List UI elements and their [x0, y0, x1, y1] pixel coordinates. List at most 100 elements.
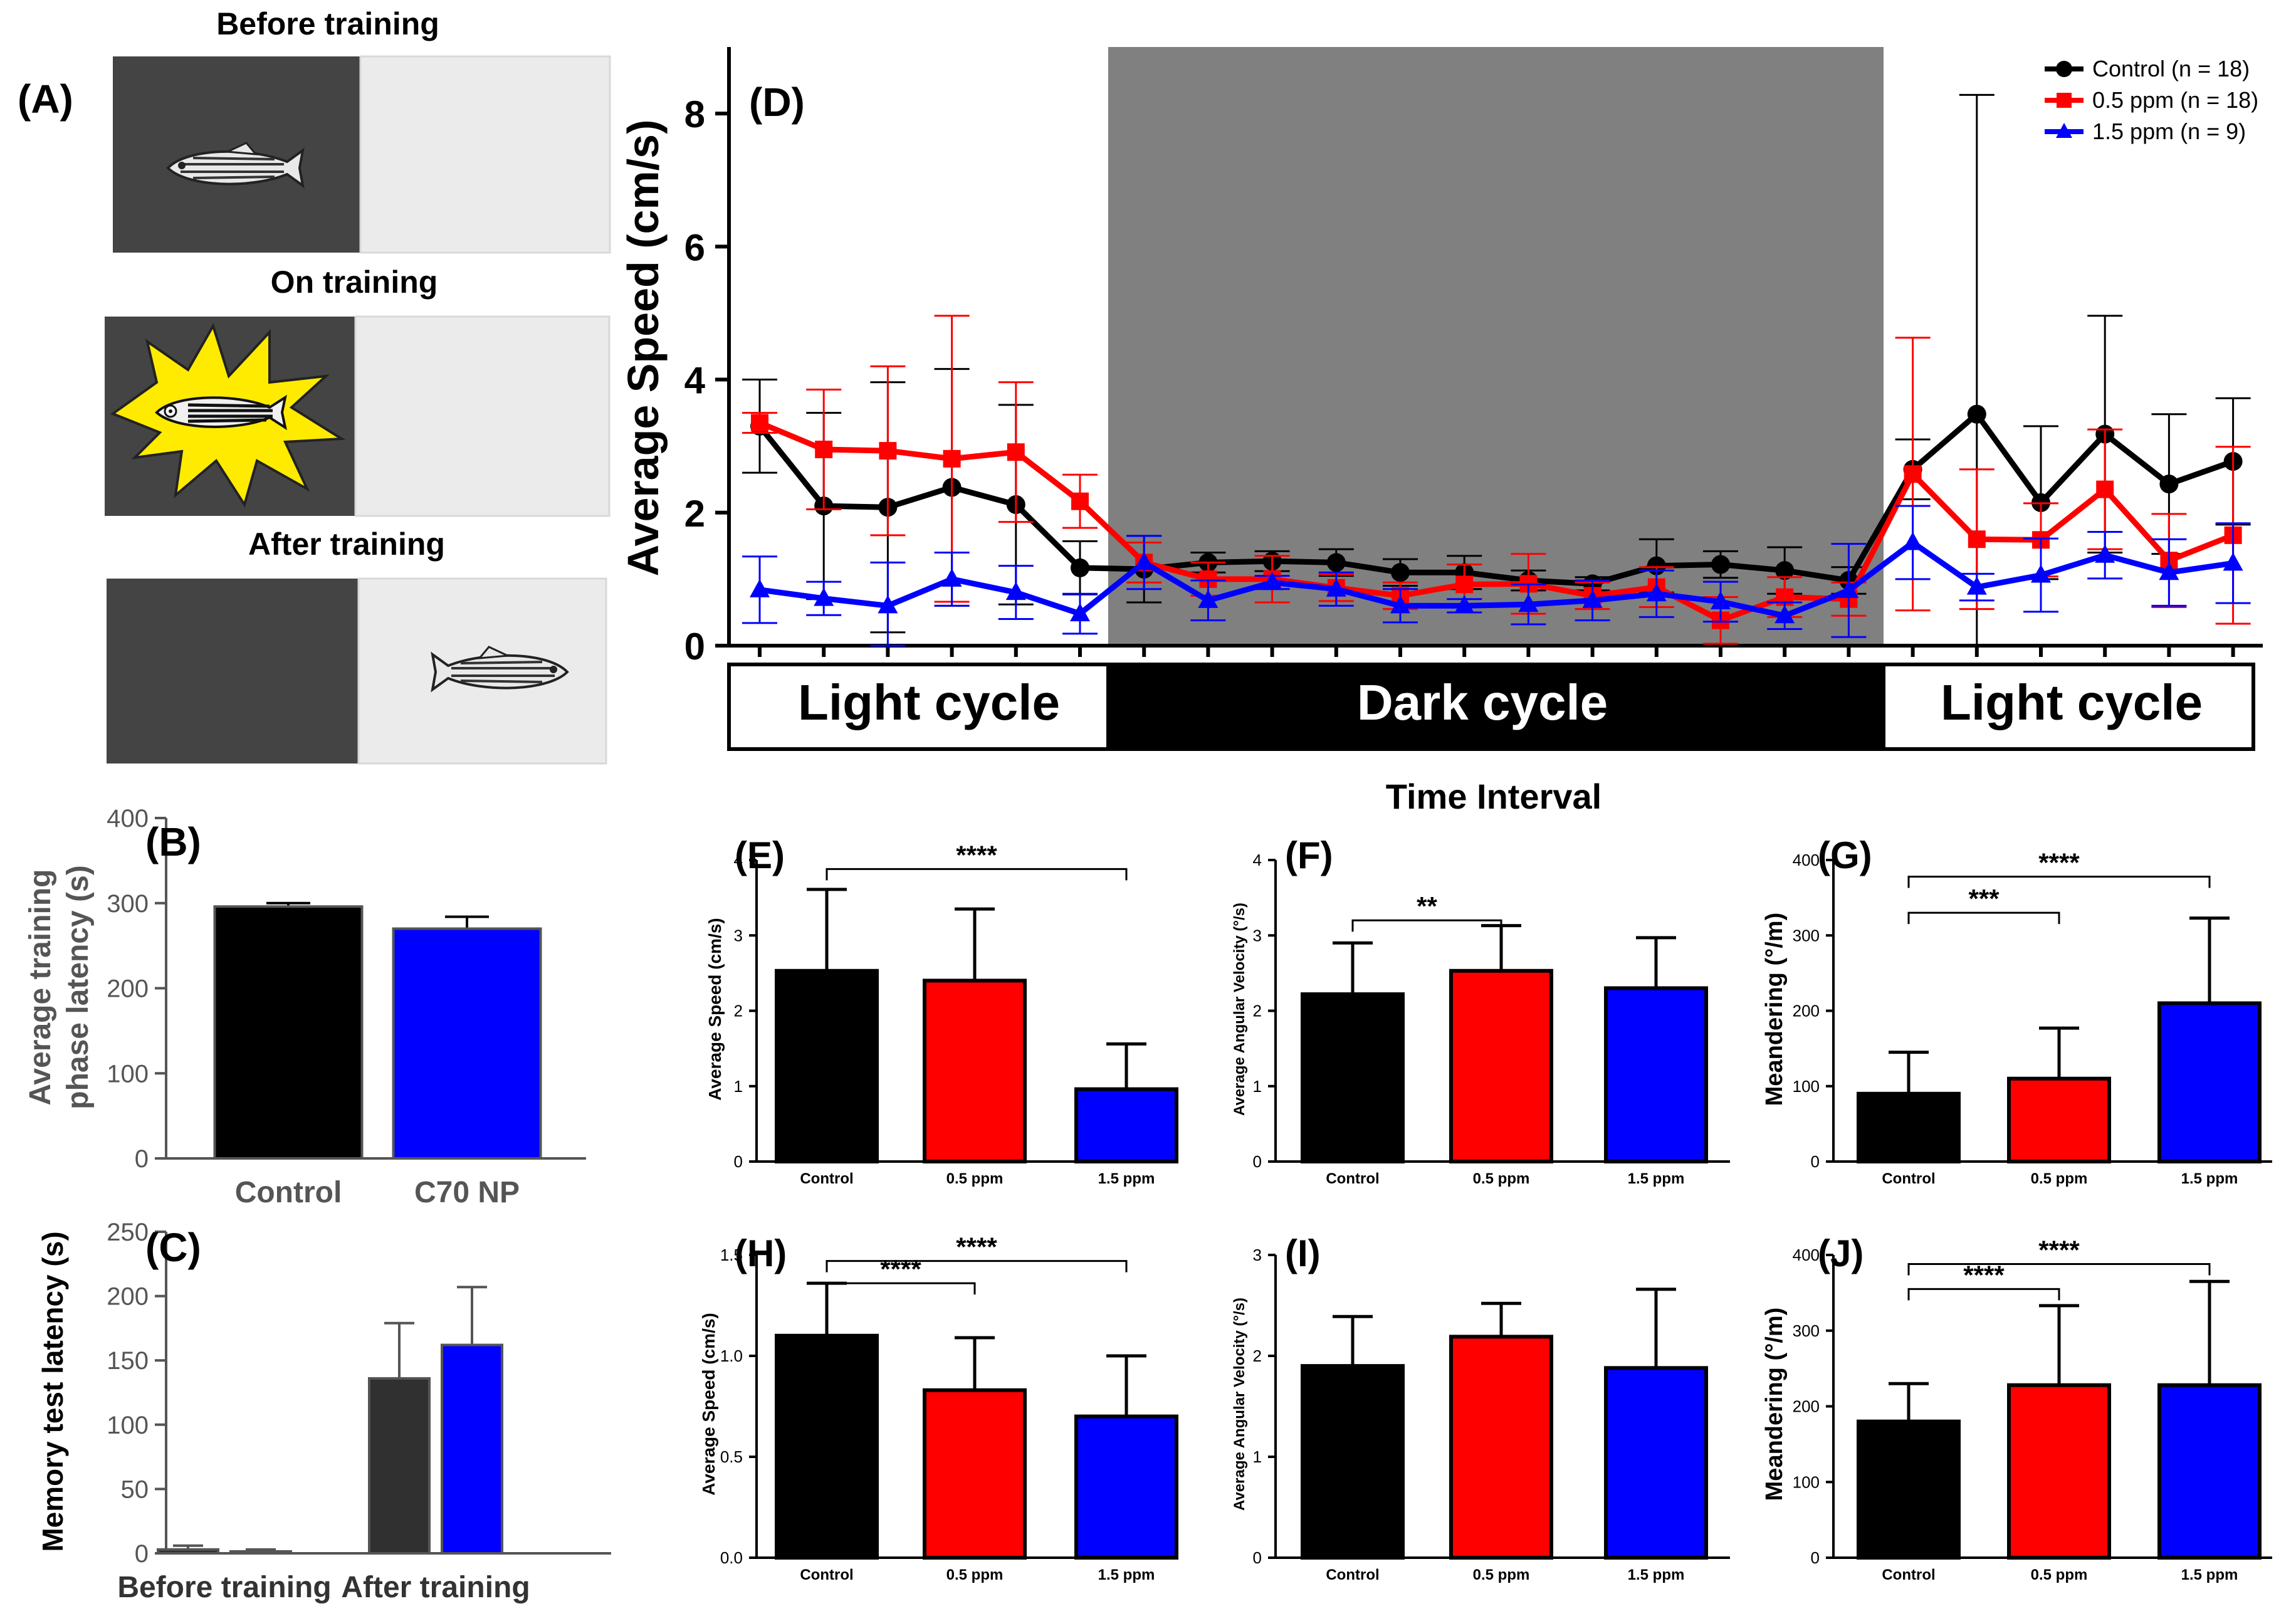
- panel-label: (J): [1818, 1232, 1864, 1274]
- y-tick-label: 2: [1253, 1346, 1262, 1365]
- y-tick-label: 150: [107, 1347, 149, 1375]
- y-tick-label: 250: [107, 1219, 149, 1246]
- significance-bracket: [1351, 919, 1502, 932]
- bar-1.5 ppm: [1074, 1414, 1178, 1560]
- y-axis-title-line1: Average training: [24, 869, 57, 1106]
- y-tick-label: 200: [107, 1283, 149, 1311]
- significance-label: ****: [880, 1254, 921, 1284]
- bar-Control: [1301, 1364, 1405, 1560]
- y-tick-label: 3: [734, 926, 743, 945]
- step-title-after-training: After training: [248, 527, 445, 562]
- y-tick-label: 1: [734, 1077, 743, 1096]
- phase-label-light-1: Light cycle: [798, 674, 1060, 730]
- category-label: Before training: [117, 1571, 331, 1604]
- y-tick-label: 100: [1793, 1077, 1820, 1096]
- y-tick-label: 100: [107, 1412, 149, 1439]
- y-tick-label: 400: [107, 805, 149, 832]
- y-tick-label: 3: [1253, 926, 1262, 945]
- data-point: [1005, 582, 1026, 601]
- y-tick-label: 4: [684, 360, 706, 402]
- y-tick-label: 0.0: [720, 1548, 743, 1567]
- y-tick-label: 0: [1811, 1152, 1820, 1171]
- significance-bracket: [826, 868, 1128, 881]
- data-point: [1646, 583, 1667, 602]
- y-tick-label: 1: [1253, 1447, 1262, 1466]
- category-label: 1.5 ppm: [1098, 1170, 1155, 1187]
- data-point: [1390, 595, 1410, 614]
- data-point: [1134, 552, 1155, 570]
- phase-label-dark: Dark cycle: [1357, 674, 1608, 730]
- category-label: C70 NP: [414, 1176, 520, 1209]
- y-axis-title: Average Speed (cm/s): [619, 120, 668, 577]
- series-line: [757, 410, 2235, 587]
- data-point: [941, 568, 962, 587]
- category-label: 1.5 ppm: [1628, 1566, 1685, 1583]
- legend-label: Control (n = 18): [2092, 56, 2250, 81]
- step-title-on-training: On training: [271, 265, 438, 300]
- y-tick-label: 1.0: [720, 1346, 743, 1365]
- line-chart-x-label: Time Interval: [1386, 777, 1601, 816]
- significance-label: ****: [2038, 1235, 2080, 1264]
- significance-label: ****: [2038, 847, 2080, 877]
- panel-c: 0 50 100 150 200 250(C) Memory test latency (s…: [36, 1219, 611, 1604]
- y-tick-label: 0.5: [720, 1447, 743, 1466]
- bar-Control-Before training: [157, 1548, 219, 1555]
- legend-marker: [2056, 61, 2072, 77]
- category-label: Control: [1326, 1566, 1379, 1583]
- data-point: [879, 442, 897, 460]
- phase-light-2: [1882, 663, 2255, 751]
- significance-label: **: [1417, 891, 1437, 921]
- data-point: [1968, 530, 1986, 548]
- y-tick-label: 1.5: [720, 1246, 743, 1264]
- bar-C70 NP-Before training: [229, 1550, 292, 1555]
- category-label: 0.5 ppm: [2031, 1566, 2088, 1583]
- y-tick-label: 400: [1793, 851, 1820, 869]
- legend-label: 1.5 ppm (n = 9): [2092, 118, 2246, 144]
- data-point: [1454, 595, 1475, 614]
- data-point: [1070, 603, 1090, 622]
- y-tick-label: 2: [1253, 1002, 1262, 1021]
- panel-f: 0 1 2 3 4 (F) Average Angular Velocity (°/s) Co…: [1231, 834, 1730, 1187]
- y-tick-label: 0: [734, 1152, 743, 1171]
- bar-0.5 ppm: [1449, 968, 1553, 1163]
- y-tick-label: 2: [684, 493, 705, 535]
- data-point: [814, 587, 834, 606]
- bar-0.5 ppm: [2007, 1383, 2111, 1560]
- phase-light-1: [727, 663, 1110, 751]
- y-tick-label: 300: [1793, 1321, 1820, 1340]
- panel-j: 0 100 200 300 400(J) Meandering (°/m) Control 0…: [1761, 1232, 2272, 1583]
- category-label: Control: [1326, 1170, 1379, 1187]
- category-label: 1.5 ppm: [1628, 1170, 1685, 1187]
- light-dark-phase-bar: Light cycle Dark cycle Light cycle: [727, 663, 2255, 751]
- bar-Control-After training: [368, 1377, 431, 1555]
- data-point: [1326, 553, 1346, 572]
- panel-g: 0 100 200 300 400(G) Meandering (°/m) Control 0…: [1761, 834, 2272, 1187]
- data-point: [1518, 594, 1539, 612]
- panel-a: (A) Before training On training: [18, 6, 611, 765]
- zebrafish-icon: [431, 646, 569, 693]
- bar-Control: [1857, 1419, 1961, 1560]
- bar-1.5 ppm: [1604, 986, 1708, 1164]
- chamber-on-training: [105, 315, 611, 517]
- data-point: [2223, 552, 2243, 571]
- category-label: Control: [235, 1176, 342, 1209]
- bar-1.5 ppm: [1074, 1087, 1178, 1164]
- y-axis-title: Average Angular Velocity (°/s): [1231, 903, 1248, 1116]
- bar-C70 NP-After training: [441, 1343, 503, 1555]
- bar-Control: [213, 905, 364, 1160]
- y-axis-title: Meandering (°/m): [1761, 1308, 1788, 1501]
- bar-1.5 ppm: [1604, 1366, 1708, 1560]
- data-point: [751, 414, 768, 432]
- legend-marker: [2056, 123, 2072, 138]
- y-tick-label: 4: [734, 851, 743, 869]
- data-point: [1455, 575, 1474, 594]
- series-line: [758, 420, 2235, 624]
- line-chart-axes: 0 2 4 6 8 Average Speed (cm/s): [619, 47, 2263, 668]
- bar-0.5 ppm: [1449, 1335, 1553, 1560]
- data-point: [1774, 605, 1795, 624]
- bar-1.5 ppm: [2157, 1001, 2262, 1163]
- dark-period-shading: [1108, 47, 1884, 646]
- panel-label: (C): [145, 1225, 201, 1270]
- data-point: [1071, 492, 1089, 510]
- panel-a-label: (A): [18, 76, 73, 122]
